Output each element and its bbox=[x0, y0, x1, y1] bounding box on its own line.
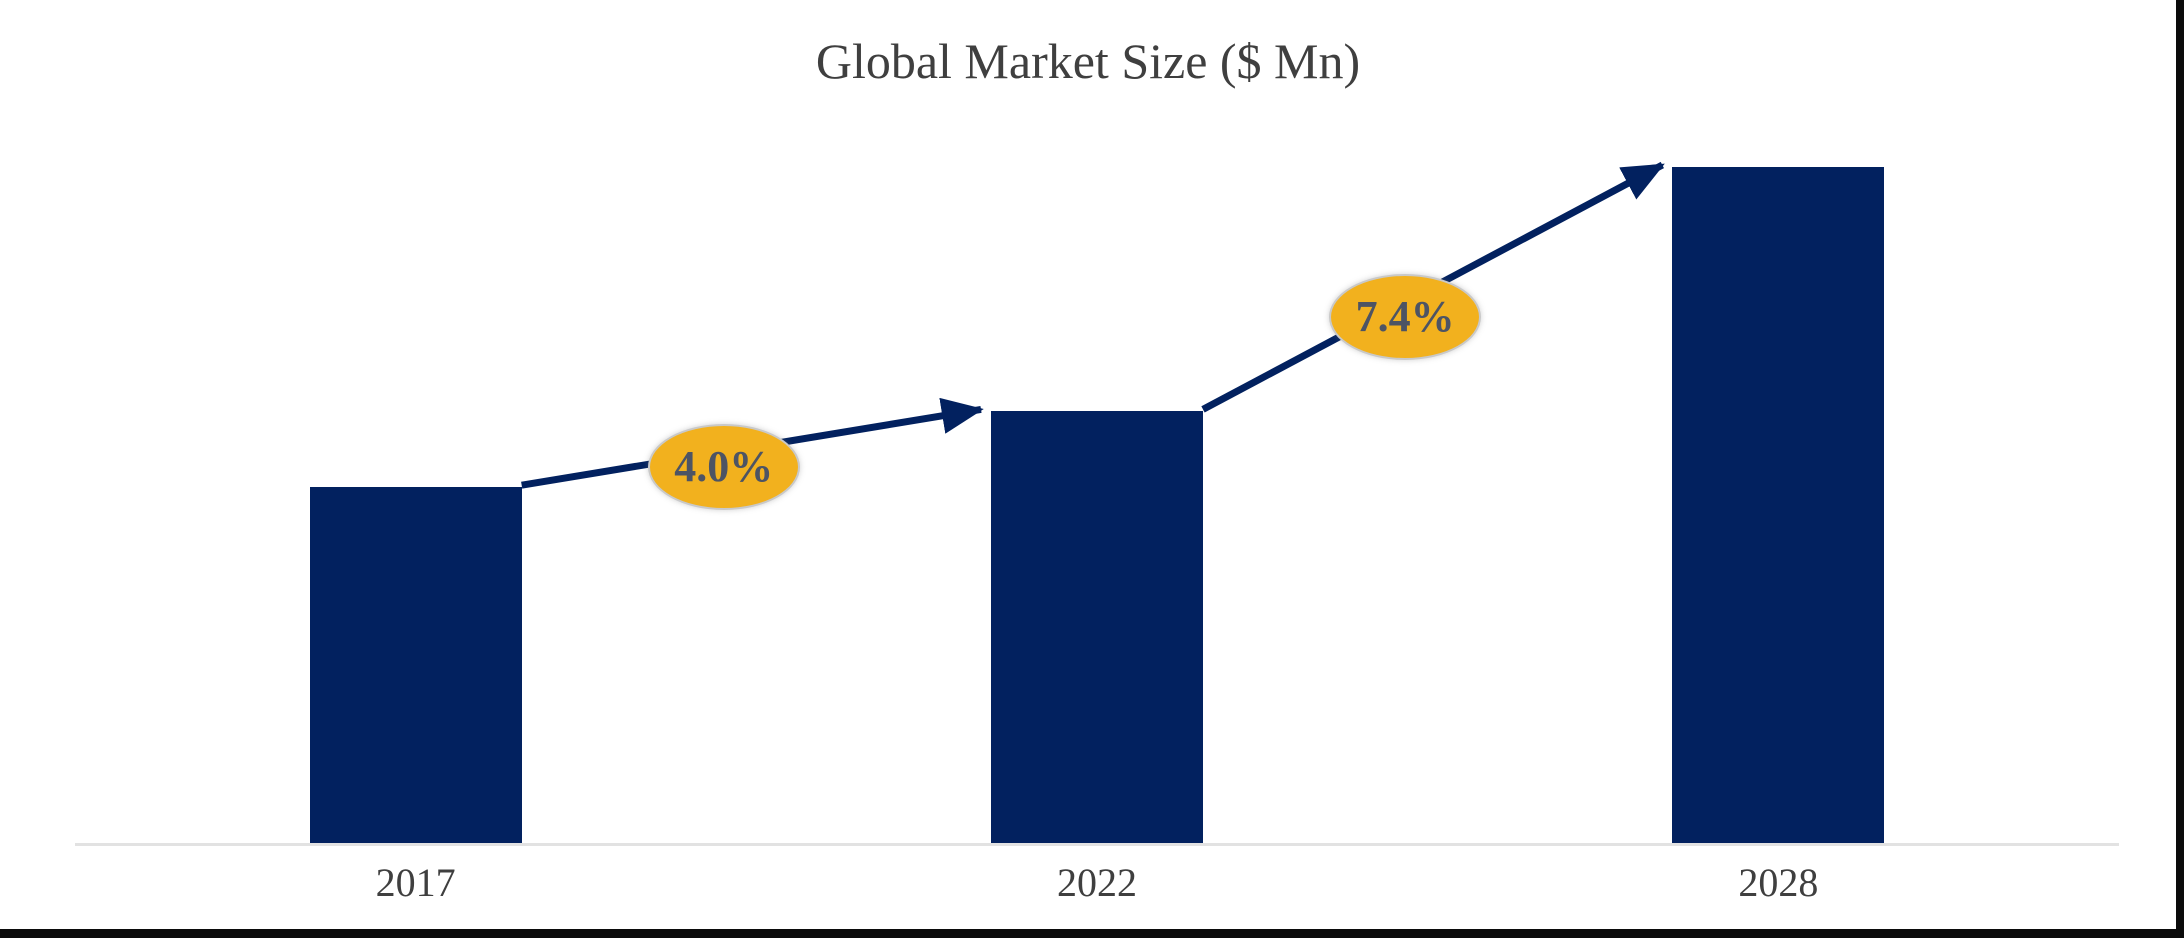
growth-label-7.4%: 7.4% bbox=[1329, 273, 1482, 360]
x-axis-label-2017: 2017 bbox=[375, 860, 456, 905]
chart-title: Global Market Size ($ Mn) bbox=[815, 33, 1361, 89]
x-axis-line bbox=[75, 843, 2119, 846]
x-axis-label-2022: 2022 bbox=[1057, 860, 1137, 905]
growth-label-4.0%: 4.0% bbox=[647, 423, 800, 510]
bar-2017 bbox=[309, 487, 522, 844]
x-axis-label-2028: 2028 bbox=[1738, 860, 1819, 905]
bar-2022 bbox=[991, 411, 1203, 844]
bar-2028 bbox=[1672, 167, 1885, 844]
